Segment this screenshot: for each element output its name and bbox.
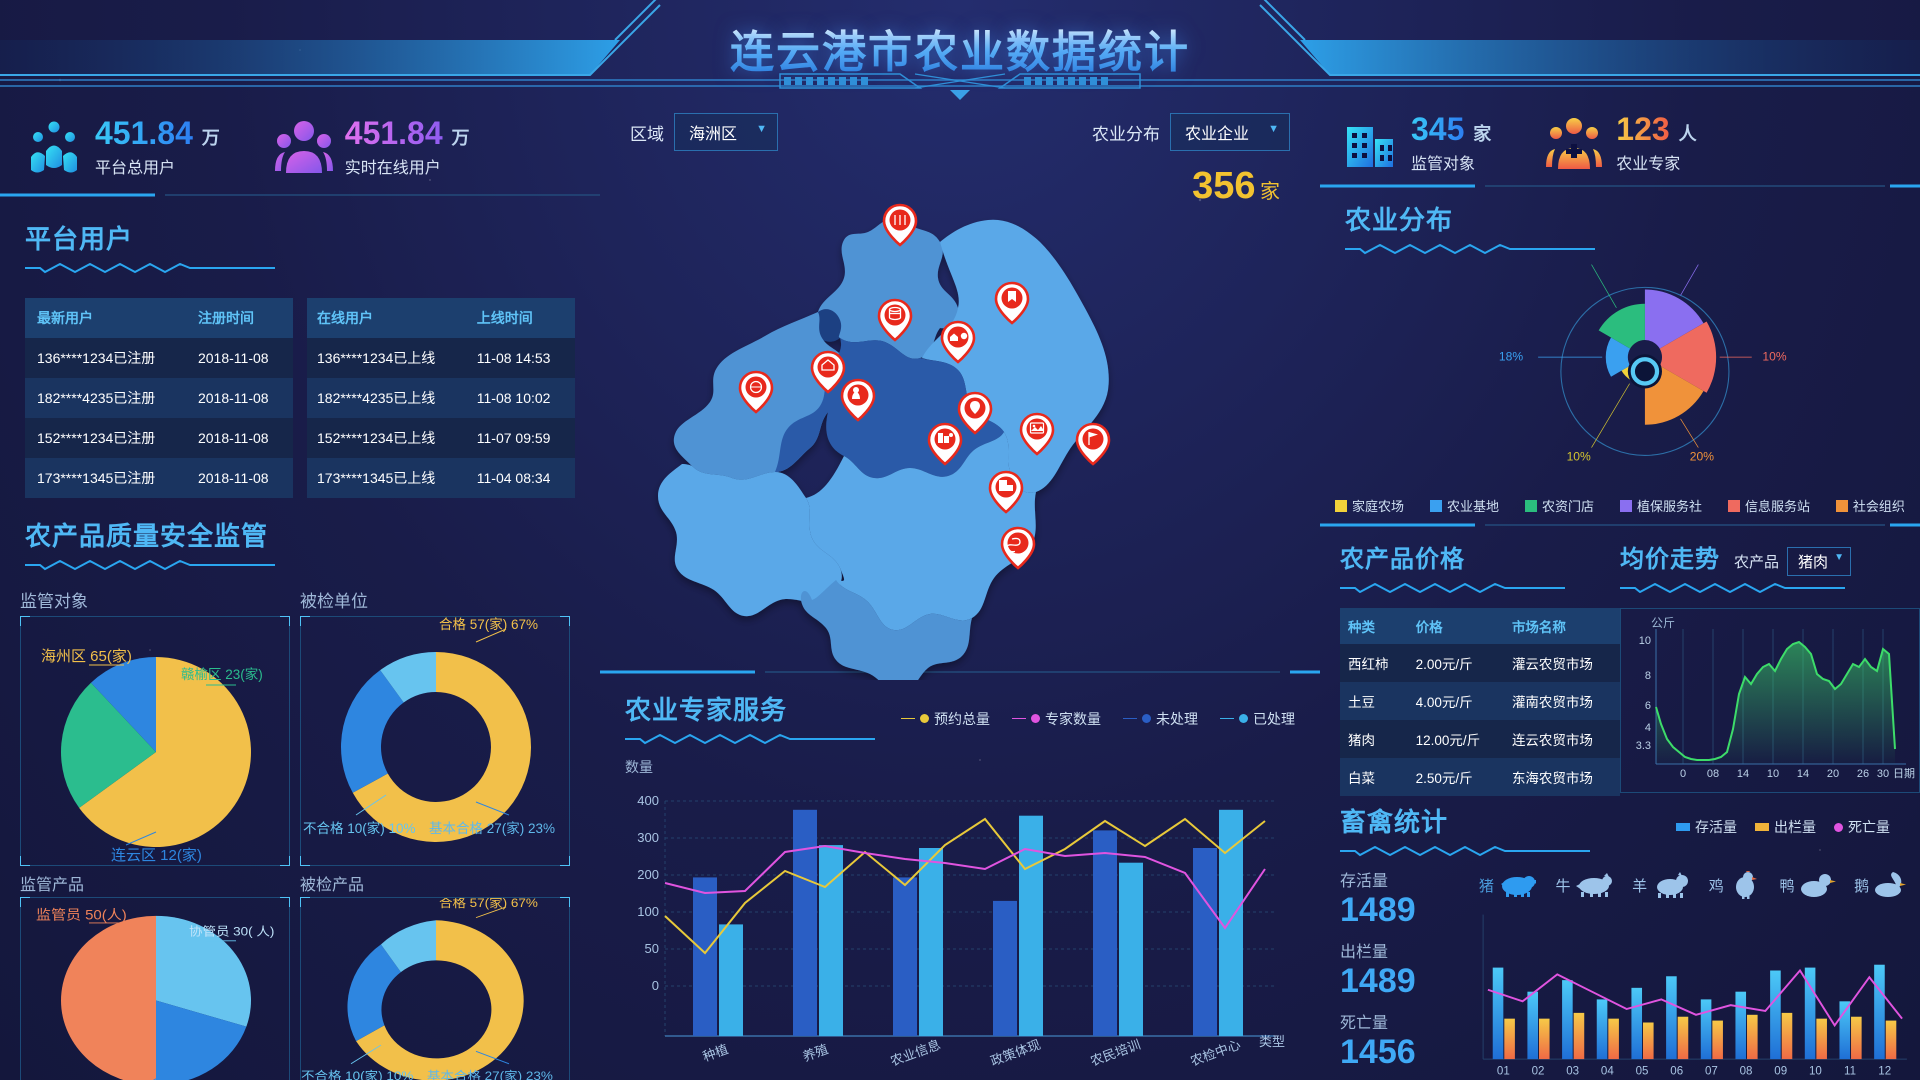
- svg-text:连云区 12(家): 连云区 12(家): [111, 847, 202, 864]
- svg-text:200: 200: [637, 867, 659, 882]
- svg-text:300: 300: [637, 830, 659, 845]
- svg-text:种植: 种植: [701, 1041, 731, 1064]
- svg-text:基本合格 27(家) 23%: 基本合格 27(家) 23%: [429, 820, 555, 836]
- svg-text:08: 08: [1707, 768, 1719, 780]
- svg-text:30: 30: [1877, 768, 1889, 780]
- svg-text:农业信息: 农业信息: [888, 1037, 942, 1069]
- svg-text:02: 02: [1532, 1066, 1545, 1078]
- svg-text:6: 6: [1645, 700, 1651, 712]
- svg-text:0: 0: [1680, 768, 1686, 780]
- svg-text:10: 10: [1639, 635, 1651, 647]
- svg-text:10: 10: [1767, 768, 1779, 780]
- svg-text:海州区 65(家): 海州区 65(家): [41, 648, 132, 665]
- svg-text:09: 09: [1774, 1066, 1787, 1078]
- svg-text:3.3: 3.3: [1636, 740, 1651, 752]
- svg-text:11: 11: [1844, 1066, 1856, 1078]
- svg-text:05: 05: [1636, 1066, 1649, 1078]
- svg-text:14: 14: [1797, 768, 1809, 780]
- svg-text:不合格 10(家) 10%: 不合格 10(家) 10%: [303, 820, 416, 836]
- svg-text:01: 01: [1497, 1066, 1510, 1078]
- svg-text:类型: 类型: [1259, 1034, 1285, 1049]
- svg-text:合格 57(家) 67%: 合格 57(家) 67%: [439, 898, 538, 910]
- svg-text:农民培训: 农民培训: [1088, 1037, 1142, 1069]
- svg-text:24%: 24%: [1658, 261, 1682, 264]
- svg-text:8: 8: [1645, 670, 1651, 682]
- svg-text:04: 04: [1601, 1066, 1614, 1078]
- svg-text:20: 20: [1827, 768, 1839, 780]
- svg-text:协管员 30( 人): 协管员 30( 人): [189, 924, 274, 938]
- svg-text:08: 08: [1740, 1066, 1753, 1078]
- svg-text:400: 400: [637, 793, 659, 808]
- svg-text:10%: 10%: [1762, 350, 1786, 364]
- svg-text:4: 4: [1645, 722, 1651, 734]
- svg-text:合格 57(家) 67%: 合格 57(家) 67%: [439, 617, 538, 632]
- svg-text:18%: 18%: [1499, 350, 1523, 364]
- svg-text:20%: 20%: [1690, 449, 1714, 463]
- svg-text:18%: 18%: [1542, 261, 1566, 264]
- svg-text:日期: 日期: [1893, 767, 1915, 780]
- svg-text:12: 12: [1878, 1066, 1891, 1078]
- svg-text:公斤: 公斤: [1651, 616, 1675, 630]
- svg-text:14: 14: [1737, 768, 1749, 780]
- svg-text:监管员 50(人): 监管员 50(人): [36, 908, 127, 923]
- svg-text:10%: 10%: [1567, 449, 1591, 463]
- svg-text:0: 0: [652, 978, 659, 993]
- svg-text:基本合格 27(家) 23%: 基本合格 27(家) 23%: [427, 1069, 553, 1080]
- svg-text:26: 26: [1857, 768, 1869, 780]
- svg-text:政策体现: 政策体现: [988, 1037, 1042, 1069]
- svg-text:07: 07: [1705, 1066, 1718, 1078]
- svg-text:03: 03: [1566, 1066, 1579, 1078]
- svg-text:06: 06: [1670, 1066, 1683, 1078]
- svg-text:不合格 10(家) 10%: 不合格 10(家) 10%: [301, 1069, 413, 1080]
- svg-text:50: 50: [645, 941, 659, 956]
- svg-text:赣榆区 23(家): 赣榆区 23(家): [181, 666, 263, 682]
- svg-text:养殖: 养殖: [801, 1041, 831, 1064]
- svg-text:10: 10: [1809, 1066, 1822, 1078]
- svg-text:100: 100: [637, 904, 659, 919]
- svg-text:农检中心: 农检中心: [1188, 1037, 1242, 1069]
